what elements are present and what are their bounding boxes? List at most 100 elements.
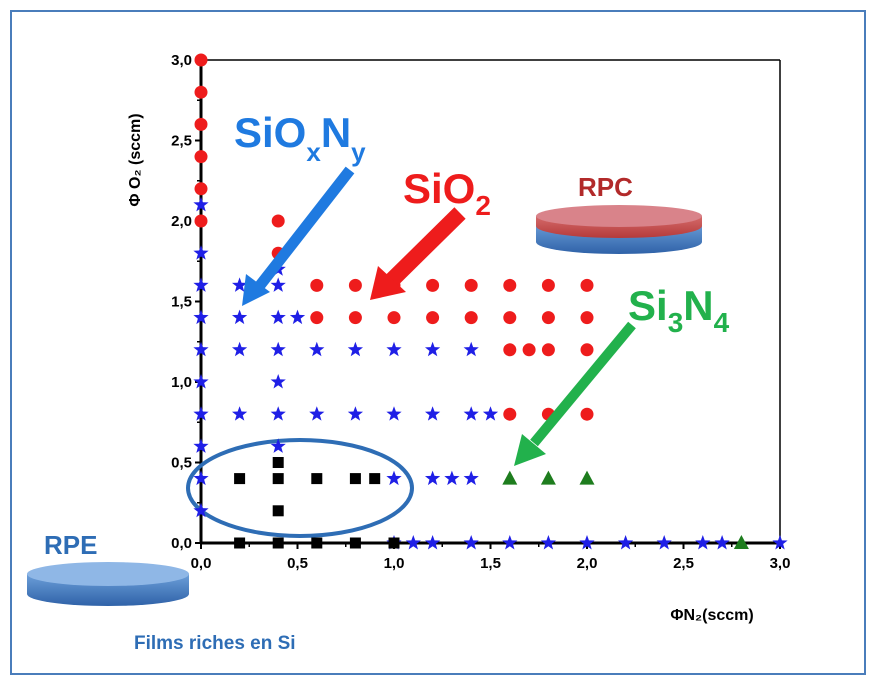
point-sio2 xyxy=(503,407,517,421)
point-sioxny xyxy=(463,341,479,357)
rpc-disk-icon xyxy=(536,205,702,254)
point-sioxny xyxy=(193,470,209,486)
y-tick-label: 0,0 xyxy=(171,535,192,552)
point-sioxny xyxy=(540,535,557,550)
point-sioxny xyxy=(714,535,730,550)
sio2-label: SiO2 xyxy=(403,165,491,221)
point-sioxny xyxy=(193,374,209,389)
point-sioxny xyxy=(656,535,672,550)
point-sio2 xyxy=(503,343,517,357)
y-tick-label: 2,0 xyxy=(171,213,192,230)
point-sioxny xyxy=(444,470,460,486)
point-sioxny xyxy=(270,438,286,453)
point-sioxny xyxy=(463,535,479,550)
point-sio2 xyxy=(541,311,555,325)
point-sioxny xyxy=(463,470,479,486)
point-films-riches-en-si xyxy=(272,537,284,549)
sioxny-label: SiOxNy xyxy=(234,109,366,167)
x-tick-label: 0,5 xyxy=(287,555,308,572)
rpe-label: RPE xyxy=(44,530,97,560)
point-sio2 xyxy=(194,214,208,228)
point-sioxny xyxy=(270,309,286,325)
point-si3n4 xyxy=(540,470,556,485)
point-films-riches-en-si xyxy=(349,537,361,549)
point-sioxny xyxy=(231,406,248,421)
point-sioxny xyxy=(270,341,286,357)
point-sioxny xyxy=(617,535,634,550)
point-sioxny xyxy=(270,406,286,421)
point-sioxny xyxy=(502,535,518,550)
y-tick-label: 0,5 xyxy=(171,455,192,472)
x-tick-label: 2,0 xyxy=(577,555,598,572)
y-tick-label: 3,0 xyxy=(171,52,192,69)
point-sioxny xyxy=(289,309,306,325)
point-sioxny xyxy=(270,277,286,292)
point-sio2 xyxy=(464,278,478,292)
point-sio2 xyxy=(580,407,594,421)
rpc-label: RPC xyxy=(578,172,633,202)
si-rich-region-ellipse xyxy=(186,438,414,538)
point-sioxny xyxy=(424,341,441,357)
point-sioxny xyxy=(386,406,402,421)
x-tick-label: 2,5 xyxy=(673,555,694,572)
point-sioxny xyxy=(424,535,441,550)
point-sioxny xyxy=(579,535,595,550)
point-sioxny xyxy=(424,470,441,486)
point-sioxny xyxy=(231,277,248,292)
point-films-riches-en-si xyxy=(234,537,246,549)
point-sio2 xyxy=(580,343,594,357)
point-films-riches-en-si xyxy=(388,537,400,549)
point-sioxny xyxy=(270,374,286,389)
point-sioxny xyxy=(193,341,209,357)
point-sioxny xyxy=(463,406,479,421)
point-sioxny xyxy=(309,406,325,421)
point-films-riches-en-si xyxy=(349,473,361,485)
point-sioxny xyxy=(482,406,499,421)
point-sioxny xyxy=(424,406,441,421)
point-sio2 xyxy=(522,343,536,357)
point-sio2 xyxy=(580,278,594,292)
rpe-disk-icon xyxy=(27,562,189,606)
point-sio2 xyxy=(503,278,517,292)
y-tick-label: 1,0 xyxy=(171,374,192,391)
point-sioxny xyxy=(386,470,402,486)
point-si3n4 xyxy=(579,470,595,485)
point-sio2 xyxy=(310,278,324,292)
point-films-riches-en-si xyxy=(369,473,381,485)
point-sioxny xyxy=(695,535,711,550)
point-sio2 xyxy=(426,278,440,292)
point-sioxny xyxy=(193,406,209,421)
tick-labels: 0,0 0,5 1,0 1,5 2,0 2,5 3,0 0,0 0,5 1,0 1,5 2,0 2,5 3… xyxy=(171,52,790,572)
point-sio2 xyxy=(194,53,208,67)
point-sio2 xyxy=(348,311,362,325)
point-sio2 xyxy=(464,311,478,325)
point-sio2 xyxy=(348,278,362,292)
si3n4-arrow xyxy=(514,321,636,466)
point-films-riches-en-si xyxy=(272,505,284,517)
point-sio2 xyxy=(194,182,208,196)
sio2-arrow xyxy=(370,207,466,300)
point-sio2 xyxy=(387,311,401,325)
point-sioxny xyxy=(193,309,209,325)
point-sioxny xyxy=(231,341,248,357)
point-sioxny xyxy=(347,406,364,421)
point-films-riches-en-si xyxy=(272,473,284,485)
point-sioxny xyxy=(193,502,209,518)
y-tick-label: 1,5 xyxy=(171,294,192,311)
point-sio2 xyxy=(541,278,555,292)
point-sio2 xyxy=(194,150,208,164)
point-sioxny xyxy=(309,341,325,357)
point-sioxny xyxy=(193,245,209,260)
point-sio2 xyxy=(541,343,555,357)
x-tick-label: 1,0 xyxy=(384,555,405,572)
sioxny-arrow xyxy=(242,166,355,306)
point-sioxny xyxy=(193,438,209,453)
point-sio2 xyxy=(503,311,517,325)
point-si3n4 xyxy=(502,470,518,485)
point-sioxny xyxy=(347,341,364,357)
point-sio2 xyxy=(194,117,208,131)
x-tick-label: 3,0 xyxy=(770,555,791,572)
point-sioxny xyxy=(193,277,209,292)
point-films-riches-en-si xyxy=(311,537,323,549)
